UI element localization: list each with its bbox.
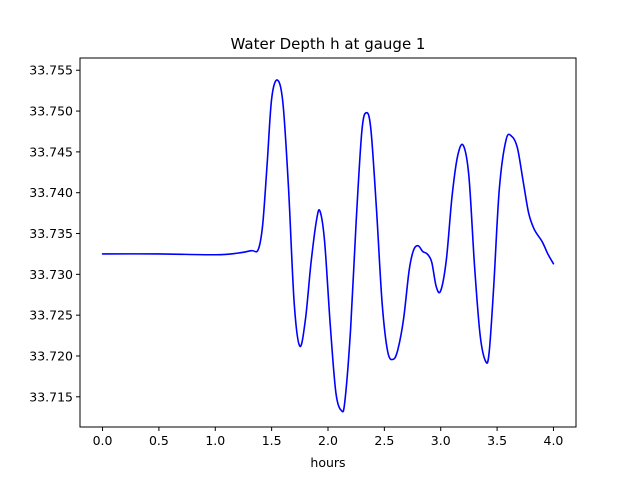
x-tick-label: 1.0 xyxy=(205,433,225,448)
x-tick-label: 2.5 xyxy=(374,433,394,448)
x-tick-label: 2.0 xyxy=(318,433,338,448)
x-axis-label: hours xyxy=(310,455,345,470)
x-tick-label: 4.0 xyxy=(544,433,564,448)
y-tick-label: 33.735 xyxy=(29,226,73,241)
x-tick-label: 0.0 xyxy=(93,433,113,448)
y-tick-label: 33.740 xyxy=(29,185,73,200)
y-tick-label: 33.755 xyxy=(29,63,73,78)
y-tick-label: 33.730 xyxy=(29,267,73,282)
y-tick-label: 33.725 xyxy=(29,308,73,323)
series-line-0 xyxy=(101,79,555,413)
x-tick-label: 3.0 xyxy=(431,433,451,448)
y-tick-label: 33.750 xyxy=(29,104,73,119)
y-tick-label: 33.720 xyxy=(29,348,73,363)
x-tick-label: 1.5 xyxy=(262,433,282,448)
y-tick-label: 33.715 xyxy=(29,389,73,404)
plot-area: 0.0 0.5 1.0 1.5 2.0 2.5 3.0 3.5 4.0 33.715 33.720 3… xyxy=(29,57,577,448)
x-tick-label: 0.5 xyxy=(149,433,169,448)
y-tick-label: 33.745 xyxy=(29,144,73,159)
x-tick-label: 3.5 xyxy=(487,433,507,448)
chart-title: Water Depth h at gauge 1 xyxy=(231,35,426,53)
